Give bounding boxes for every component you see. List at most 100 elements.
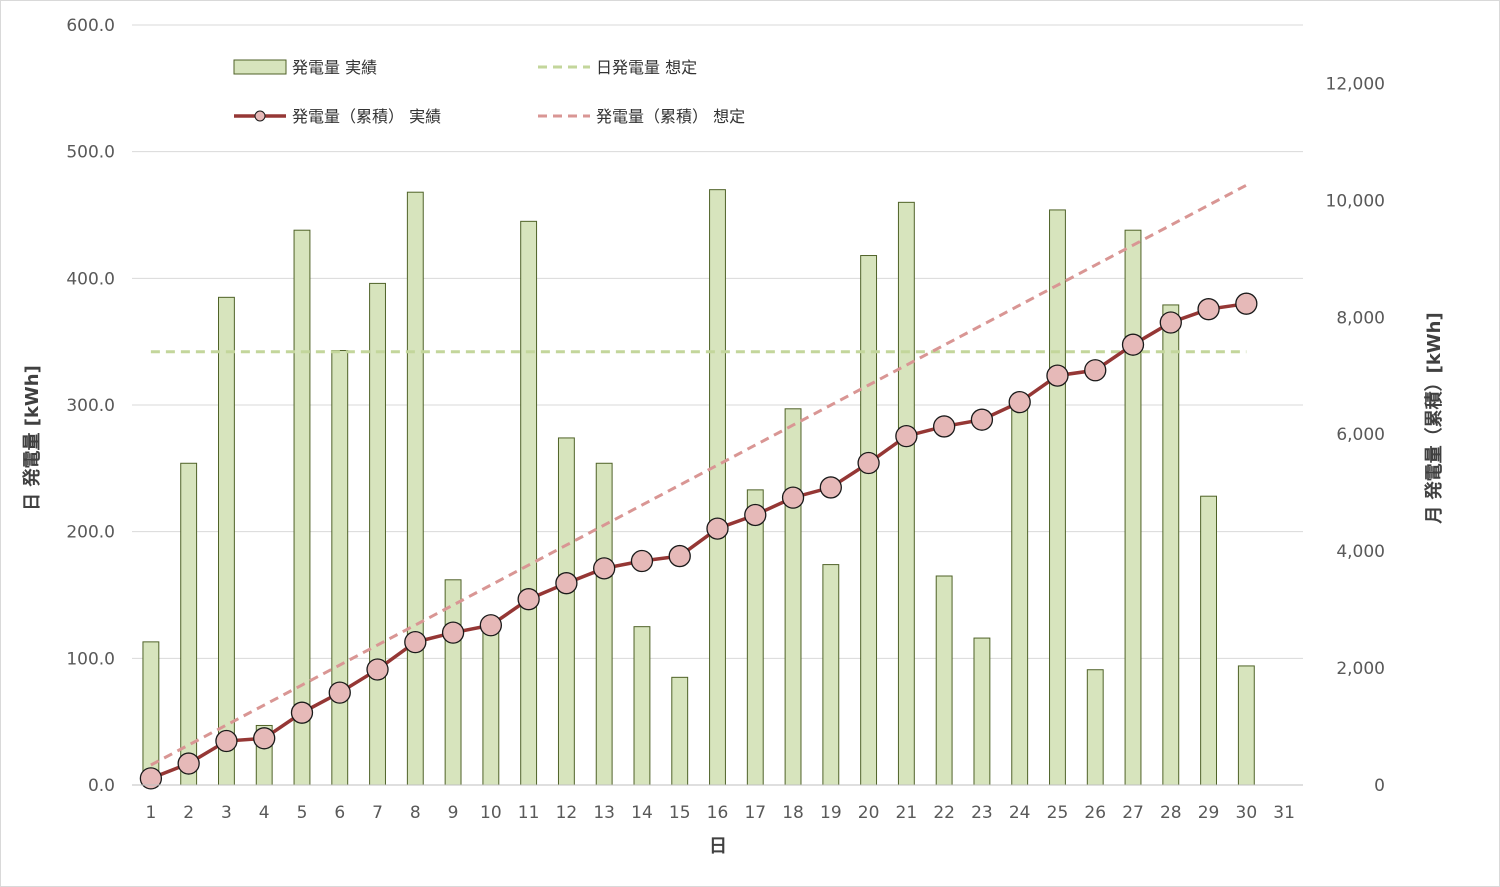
point <box>857 451 880 475</box>
bar <box>822 564 840 786</box>
y-tick-label-left: 200.0 <box>66 523 115 543</box>
y-tick-label-left: 400.0 <box>66 269 115 289</box>
bar <box>1162 304 1180 786</box>
point <box>328 681 351 704</box>
point <box>1159 311 1182 334</box>
point <box>970 408 994 431</box>
x-tick-label: 16 <box>707 803 729 823</box>
point <box>593 557 616 580</box>
point <box>1121 333 1145 356</box>
legend-swatch-bar <box>233 59 287 75</box>
legend-label: 日発電量 想定 <box>596 58 697 77</box>
x-tick-label: 17 <box>744 803 766 823</box>
x-tick-label: 30 <box>1236 803 1258 823</box>
point <box>1197 298 1220 321</box>
y-tick-label-right: 4,000 <box>1336 542 1385 562</box>
x-tick-label: 21 <box>896 803 918 823</box>
bar <box>897 201 915 786</box>
bar <box>1200 495 1217 786</box>
y-tick-label-right: 8,000 <box>1336 308 1385 328</box>
x-tick-label: 10 <box>480 803 502 823</box>
point <box>555 572 578 595</box>
axes: 0.0 100.0 200.0 300.0 400.0 500.0 600.0 0 2,000 4… <box>66 16 1385 823</box>
y-tick-label-right: 12,000 <box>1326 74 1385 94</box>
point <box>441 621 465 644</box>
bar <box>406 191 424 786</box>
point <box>1235 292 1258 315</box>
legend-label: 発電量 実績 <box>292 58 377 77</box>
point <box>253 727 276 750</box>
x-tick-label: 4 <box>259 803 270 823</box>
x-tick-label: 9 <box>448 803 459 823</box>
y-axis-title-right: 月 発電量（累積）[kWh] <box>1423 312 1445 524</box>
point <box>1008 390 1031 414</box>
legend-swatch-marker <box>254 110 266 122</box>
point <box>517 588 540 611</box>
bar <box>180 462 198 786</box>
x-tick-label: 13 <box>593 803 615 823</box>
legend-label: 発電量（累積） 想定 <box>596 107 745 126</box>
bar <box>1237 665 1255 786</box>
y-tick-label-right: 6,000 <box>1336 425 1385 445</box>
y-tick-label-left: 600.0 <box>66 16 115 36</box>
bar <box>1011 404 1029 786</box>
bar <box>671 676 689 786</box>
x-tick-label: 29 <box>1198 803 1220 823</box>
bar <box>709 189 726 786</box>
bar <box>633 626 651 786</box>
point <box>139 767 163 790</box>
point <box>404 630 427 654</box>
y-tick-label-left: 500.0 <box>66 143 115 163</box>
x-tick-label: 6 <box>334 803 345 823</box>
x-tick-label: 19 <box>820 803 842 823</box>
y-tick-label-left: 100.0 <box>66 649 115 669</box>
x-tick-label: 24 <box>1009 803 1031 823</box>
bar <box>935 575 953 786</box>
x-tick-label: 12 <box>556 803 578 823</box>
x-tick-label: 26 <box>1084 803 1106 823</box>
legend-label: 発電量（累積） 実績 <box>292 107 441 126</box>
point <box>177 752 200 775</box>
y-tick-label-right: 0 <box>1374 776 1385 796</box>
y-tick-label-right: 10,000 <box>1326 191 1385 211</box>
x-tick-label: 5 <box>297 803 308 823</box>
point <box>290 701 314 724</box>
x-tick-label: 2 <box>183 803 194 823</box>
x-tick-label: 27 <box>1122 803 1144 823</box>
point <box>706 517 729 540</box>
point <box>932 415 956 438</box>
point <box>1046 364 1069 387</box>
x-tick-label: 15 <box>669 803 691 823</box>
point <box>819 476 842 499</box>
y-axis-title-left: 日 発電量 [kWh] <box>21 365 43 511</box>
x-tick-label: 22 <box>933 803 955 823</box>
point <box>781 486 805 509</box>
point <box>895 424 918 448</box>
point <box>215 729 238 753</box>
bar <box>595 462 613 786</box>
bar <box>746 489 764 786</box>
x-tick-label: 7 <box>372 803 383 823</box>
x-tick-label: 25 <box>1047 803 1069 823</box>
x-tick-label: 11 <box>518 803 540 823</box>
bar <box>369 282 386 786</box>
x-tick-label: 18 <box>782 803 804 823</box>
point <box>1084 359 1107 382</box>
y-tick-label-left: 300.0 <box>66 396 115 416</box>
bar <box>973 637 991 786</box>
bar <box>331 350 349 786</box>
point <box>630 549 654 573</box>
bar <box>520 220 538 786</box>
bar <box>1049 209 1066 786</box>
y-tick-label-left: 0.0 <box>88 776 115 796</box>
bar <box>557 437 575 786</box>
bar <box>784 408 802 786</box>
bar <box>1124 229 1142 786</box>
point <box>479 614 503 637</box>
point <box>744 503 767 527</box>
point <box>668 544 691 568</box>
x-axis-title: 日 <box>709 836 727 857</box>
